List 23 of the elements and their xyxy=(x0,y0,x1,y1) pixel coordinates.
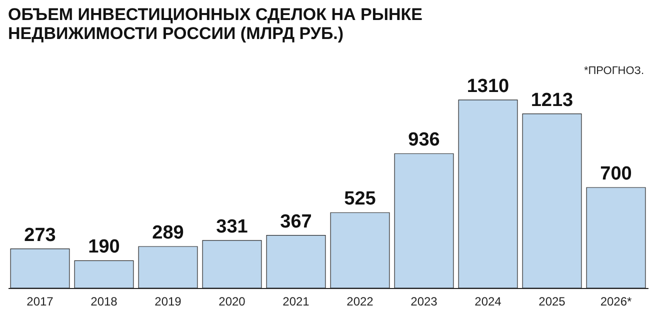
x-tick-label: 2026* xyxy=(600,294,632,308)
x-tick-label: 2017 xyxy=(26,294,54,308)
x-tick-label: 2021 xyxy=(282,294,310,308)
x-tick-label: 2022 xyxy=(346,294,374,308)
x-tick-label: 2018 xyxy=(90,294,118,308)
data-label: 367 xyxy=(280,211,312,232)
data-label: 525 xyxy=(344,188,376,210)
text: ОБЪЕМ ИНВЕСТИЦИОННЫХ СДЕЛОК НА РЫНКЕ xyxy=(8,5,422,24)
data-label: 1310 xyxy=(466,76,510,97)
data-label: 936 xyxy=(408,130,440,151)
data-label: 1213 xyxy=(530,90,574,111)
x-tick-label: 2019 xyxy=(154,294,182,308)
x-tick-label: 2020 xyxy=(218,294,246,308)
data-label: 289 xyxy=(152,222,184,244)
x-tick-label: 2023 xyxy=(410,294,438,308)
data-label: 190 xyxy=(88,236,120,258)
data-label: 273 xyxy=(24,224,56,246)
x-tick-label: 2024 xyxy=(474,294,502,308)
text: *ПРОГНОЗ. xyxy=(584,65,644,77)
text: НЕДВИЖИМОСТИ РОССИИ (МЛРД РУБ.) xyxy=(8,24,344,43)
x-tick-label: 2025 xyxy=(538,294,566,308)
data-label: 331 xyxy=(216,216,248,238)
data-label: 700 xyxy=(600,164,632,184)
